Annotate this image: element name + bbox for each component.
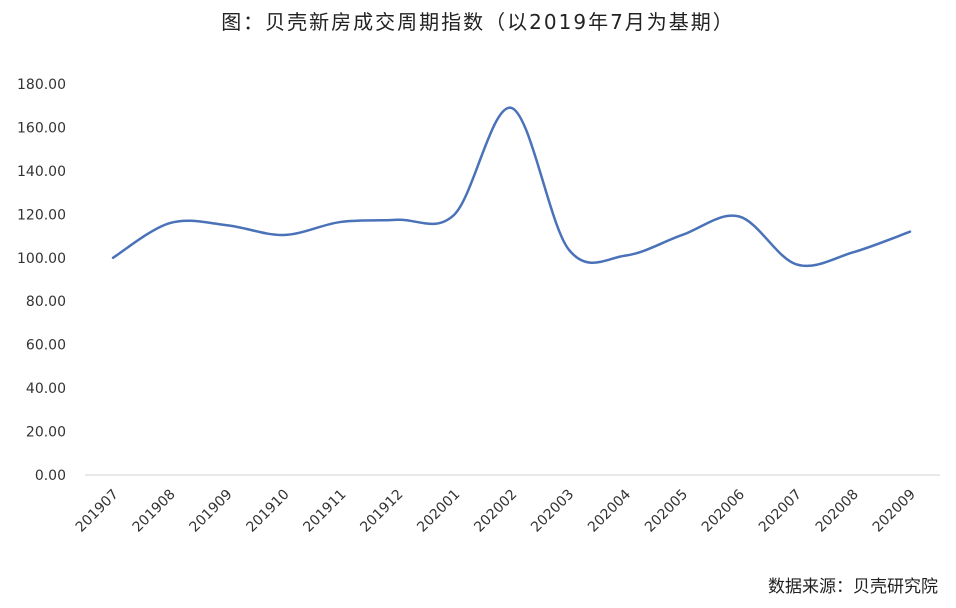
x-tick-label: 202002 — [471, 487, 520, 536]
source-note: 数据来源：贝壳研究院 — [768, 577, 938, 597]
y-tick-label: 140.00 — [17, 164, 66, 180]
chart-title: 图：贝壳新房成交周期指数（以2019年7月为基期） — [221, 10, 735, 34]
y-tick-label: 60.00 — [26, 338, 66, 354]
y-tick-label: 100.00 — [17, 251, 66, 267]
x-tick-label: 202004 — [585, 486, 634, 535]
x-tick-label: 202006 — [699, 486, 748, 535]
x-axis-ticks: 201907 201908 201909 201910 201911 201912 2020… — [73, 486, 919, 535]
y-tick-label: 40.00 — [26, 381, 66, 397]
x-tick-label: 202007 — [756, 487, 805, 536]
y-tick-label: 20.00 — [26, 425, 66, 441]
x-tick-label: 201907 — [73, 487, 122, 536]
y-tick-label: 80.00 — [26, 294, 66, 310]
x-tick-label: 202008 — [813, 487, 862, 536]
x-tick-label: 201909 — [187, 487, 236, 536]
y-tick-label: 180.00 — [17, 77, 66, 93]
y-axis-ticks: 0.00 20.00 40.00 60.00 80.00 100.00 120.00 140.… — [17, 77, 66, 484]
y-tick-label: 120.00 — [17, 207, 66, 223]
y-tick-label: 0.00 — [35, 468, 66, 484]
x-tick-label: 202003 — [528, 487, 577, 536]
series-line — [111, 106, 912, 267]
x-tick-label: 202005 — [642, 487, 691, 536]
x-tick-label: 202009 — [870, 487, 919, 536]
x-tick-label: 202001 — [414, 487, 463, 536]
y-tick-label: 160.00 — [17, 120, 66, 136]
x-tick-label: 201908 — [130, 487, 179, 536]
x-tick-label: 201912 — [357, 487, 406, 536]
x-tick-label: 201910 — [244, 487, 293, 536]
x-tick-label: 201911 — [300, 487, 349, 536]
